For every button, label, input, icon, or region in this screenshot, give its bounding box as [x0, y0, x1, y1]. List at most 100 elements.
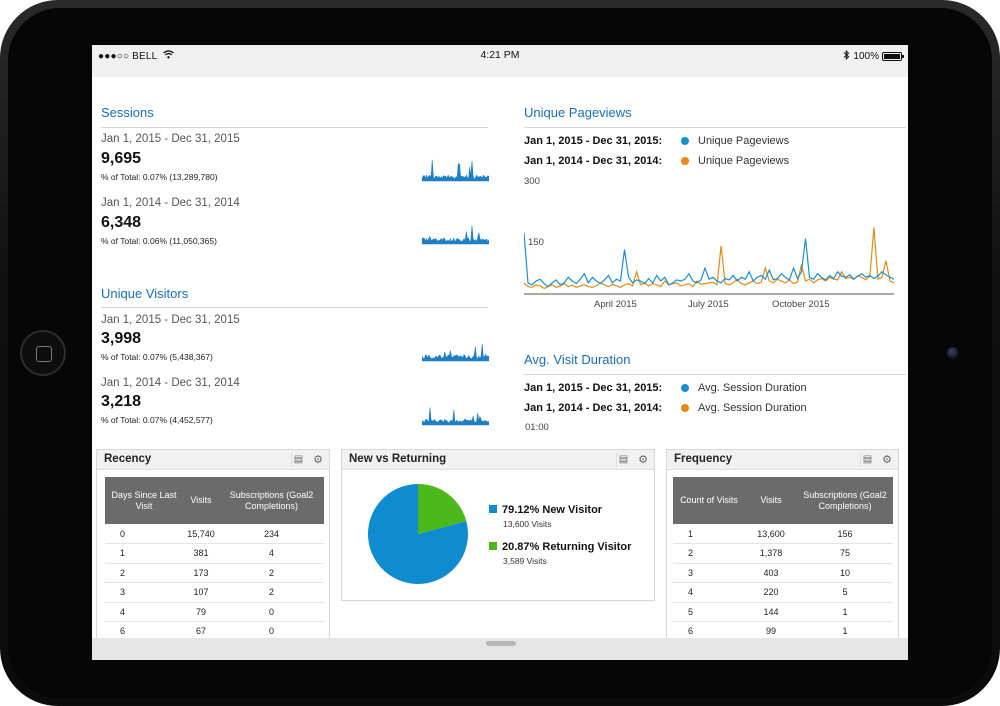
table-cell: 3: [105, 582, 183, 603]
table-cell: 2: [105, 563, 183, 583]
table-cell: 403: [745, 563, 797, 583]
recency-title: Recency: [104, 453, 152, 465]
table-row: 2 173 2: [105, 563, 324, 583]
legend-date: Jan 1, 2015 - Dec 31, 2015:: [524, 382, 663, 394]
visitors-previous-date: Jan 1, 2014 - Dec 31, 2014: [101, 377, 240, 389]
x-tick-label: October 2015: [772, 299, 830, 310]
table-cell: 2: [219, 582, 324, 603]
column-header[interactable]: Count of Visits: [673, 477, 745, 524]
document-icon[interactable]: ▤: [616, 453, 630, 467]
pie-slice-returning-visitor[interactable]: [406, 474, 467, 534]
pageviews-legend-2015: Jan 1, 2015 - Dec 31, 2015: Unique Pagev…: [524, 135, 789, 147]
table-cell: 4: [219, 543, 324, 564]
gear-icon[interactable]: ⚙: [882, 454, 892, 466]
table-cell: 156: [797, 524, 893, 544]
visitors-current-total: % of Total: 0.07% (5,438,367): [101, 352, 213, 362]
legend-series-name: Avg. Session Duration: [698, 402, 807, 414]
table-cell: 13,600: [745, 524, 797, 544]
divider: [524, 127, 906, 128]
battery-icon: [882, 52, 904, 61]
new-vs-returning-widget: New vs Returning ▤ ⚙ 79.12% New Visitor …: [341, 449, 655, 601]
clock: 4:21 PM: [480, 49, 520, 61]
new-vs-returning-pie-chart[interactable]: [356, 472, 481, 597]
sessions-title[interactable]: Sessions: [101, 105, 154, 120]
table-cell: 1: [797, 602, 893, 622]
table-cell: 15,740: [183, 524, 219, 544]
table-cell: 0: [105, 524, 183, 544]
pie-legend-new: 79.12% New Visitor 13,600 Visits: [489, 504, 602, 529]
table-cell: 1: [105, 543, 183, 564]
table-cell: 1: [673, 524, 745, 544]
table-cell: 4: [105, 602, 183, 622]
legend-visits: 3,589 Visits: [503, 556, 547, 566]
home-button[interactable]: [20, 330, 66, 376]
document-icon[interactable]: ▤: [291, 453, 305, 467]
visitors-current-sparkline: [422, 344, 489, 362]
table-cell: 2: [219, 563, 324, 583]
legend-date: Jan 1, 2014 - Dec 31, 2014:: [524, 155, 663, 167]
pageviews-legend-2014: Jan 1, 2014 - Dec 31, 2014: Unique Pagev…: [524, 155, 789, 167]
table-row: 4 79 0: [105, 602, 324, 622]
pie-slice-new-visitor[interactable]: [357, 473, 479, 595]
table-cell: 79: [183, 602, 219, 622]
frequency-table: Count of Visits Visits Subscriptions (Go…: [673, 477, 893, 642]
duration-legend-2015: Jan 1, 2015 - Dec 31, 2015: Avg. Session…: [524, 382, 807, 394]
visitors-previous-sparkline: [422, 407, 489, 426]
unique-visitors-title[interactable]: Unique Visitors: [101, 286, 189, 301]
frequency-widget: Frequency ▤ ⚙ Count of Visits Visits Sub…: [666, 449, 899, 649]
table-row: 2 1,378 75: [673, 543, 893, 564]
table-row: 5 144 1: [673, 602, 893, 622]
duration-y-tick-label: 01:00: [525, 422, 549, 433]
column-header[interactable]: Days Since Last Visit: [105, 477, 183, 524]
gear-icon[interactable]: ⚙: [638, 454, 648, 466]
gear-icon[interactable]: ⚙: [313, 454, 323, 466]
status-bar: ●●●○○ BELL 4:21 PM 100%: [92, 45, 908, 77]
drag-handle[interactable]: [486, 641, 516, 646]
column-header[interactable]: Subscriptions (Goal2 Completions): [797, 477, 893, 524]
table-cell: 234: [219, 524, 324, 544]
legend-label: Returning Visitor: [542, 541, 632, 553]
duration-legend-2014: Jan 1, 2014 - Dec 31, 2014: Avg. Session…: [524, 402, 807, 414]
legend-visits: 13,600 Visits: [503, 519, 552, 529]
table-row: 3 403 10: [673, 563, 893, 583]
table-row: 1 13,600 156: [673, 524, 893, 544]
document-icon[interactable]: ▤: [860, 453, 874, 467]
table-row: 3 107 2: [105, 582, 324, 603]
recency-table: Days Since Last Visit Visits Subscriptio…: [105, 477, 324, 642]
legend-series-name: Avg. Session Duration: [698, 382, 807, 394]
legend-dot: [681, 384, 689, 392]
new-vs-returning-title: New vs Returning: [349, 453, 447, 465]
legend-pct: 20.87%: [502, 541, 540, 553]
series-line-2014: [524, 232, 895, 288]
column-header[interactable]: Subscriptions (Goal2 Completions): [219, 477, 324, 524]
divider: [101, 307, 488, 308]
x-tick-label: July 2015: [688, 299, 729, 310]
sessions-previous-value: 6,348: [101, 214, 142, 231]
pageviews-line-chart[interactable]: 300 150 April 2015 July 2015 October 201…: [524, 173, 896, 313]
table-cell: 381: [183, 543, 219, 564]
column-header[interactable]: Visits: [745, 477, 797, 524]
table-cell: 75: [797, 543, 893, 564]
legend-pct: 79.12%: [502, 504, 540, 516]
y-tick-label: 150: [528, 237, 544, 248]
table-row: 4 220 5: [673, 582, 893, 603]
wifi-icon: [163, 50, 174, 62]
table-cell: 4: [673, 582, 745, 603]
battery-percent: 100%: [853, 51, 879, 62]
table-cell: 144: [745, 602, 797, 622]
legend-dot: [681, 404, 689, 412]
column-header[interactable]: Visits: [183, 477, 219, 524]
sessions-current-value: 9,695: [101, 150, 142, 167]
table-cell: 5: [673, 602, 745, 622]
unique-pageviews-title[interactable]: Unique Pageviews: [524, 105, 632, 120]
sessions-previous-date: Jan 1, 2014 - Dec 31, 2014: [101, 197, 240, 209]
table-row: 0 15,740 234: [105, 524, 324, 544]
table-cell: 5: [797, 582, 893, 603]
legend-series-name: Unique Pageviews: [698, 135, 790, 147]
legend-date: Jan 1, 2015 - Dec 31, 2015:: [524, 135, 663, 147]
carrier-label: ●●●○○ BELL: [98, 51, 158, 62]
avg-visit-duration-title[interactable]: Avg. Visit Duration: [524, 352, 631, 367]
legend-series-name: Unique Pageviews: [698, 155, 790, 167]
bottom-toolbar: [92, 638, 908, 660]
